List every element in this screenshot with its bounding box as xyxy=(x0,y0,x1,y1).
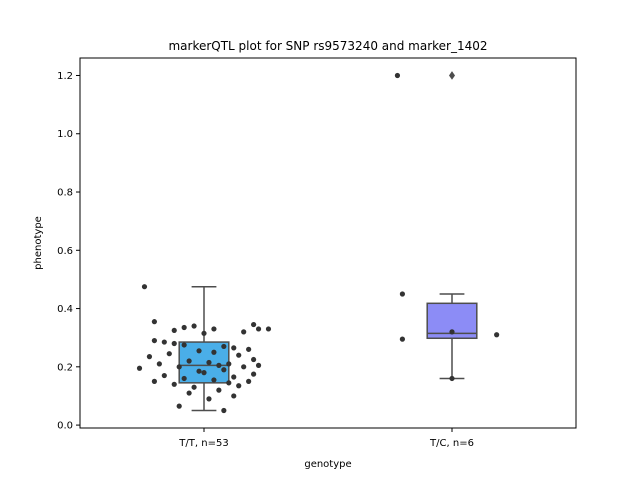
y-axis: 0.0 0.2 0.4 0.6 0.8 1.0 1.2 xyxy=(57,71,80,432)
x-tick-label: T/T, n=53 xyxy=(178,438,228,449)
data-point xyxy=(206,359,212,366)
y-tick-label: 1.0 xyxy=(57,129,73,140)
data-point xyxy=(231,393,237,399)
box xyxy=(426,302,478,340)
data-point xyxy=(201,370,207,376)
data-point xyxy=(394,72,401,79)
data-point xyxy=(241,329,247,335)
chart-marks xyxy=(136,71,500,414)
data-point xyxy=(196,348,202,354)
data-point xyxy=(151,319,157,325)
data-point xyxy=(251,371,257,377)
data-point xyxy=(171,381,177,387)
x-axis-label: genotype xyxy=(304,459,351,470)
data-point xyxy=(186,358,192,364)
data-point xyxy=(231,345,237,351)
data-point xyxy=(221,343,227,350)
box xyxy=(178,341,230,384)
data-point xyxy=(265,326,272,332)
box-group xyxy=(426,71,478,380)
data-point xyxy=(449,375,455,382)
data-point xyxy=(494,332,500,338)
data-point xyxy=(181,324,187,331)
data-point xyxy=(176,364,182,370)
y-tick-label: 0.6 xyxy=(57,246,73,257)
data-point xyxy=(236,352,242,358)
data-point xyxy=(449,329,455,335)
data-point xyxy=(211,349,217,355)
data-point xyxy=(221,407,227,414)
data-point xyxy=(151,337,157,344)
y-tick-label: 0.8 xyxy=(57,188,73,199)
data-point xyxy=(255,362,262,368)
point-group xyxy=(394,72,500,382)
data-point xyxy=(171,340,177,347)
data-point xyxy=(216,387,222,393)
data-point xyxy=(211,377,217,383)
data-point xyxy=(161,372,167,379)
y-tick-label: 0.4 xyxy=(57,304,73,315)
data-point xyxy=(255,326,262,332)
chart-title: markerQTL plot for SNP rs9573240 and mar… xyxy=(168,39,487,53)
data-point xyxy=(136,365,143,371)
data-point xyxy=(196,368,202,374)
data-point xyxy=(181,375,187,382)
data-point xyxy=(211,326,217,332)
data-point xyxy=(161,339,167,345)
data-point xyxy=(246,378,252,384)
plot-frame xyxy=(79,57,577,429)
data-point xyxy=(146,354,153,360)
outlier-marker xyxy=(448,71,456,80)
data-point xyxy=(166,351,172,357)
data-point xyxy=(231,374,237,380)
data-point xyxy=(251,356,257,363)
data-point xyxy=(246,346,252,352)
data-point xyxy=(251,321,257,328)
data-point xyxy=(156,361,162,367)
y-tick-label: 0.2 xyxy=(57,362,73,373)
y-tick-label: 0.0 xyxy=(57,421,73,432)
y-tick-label: 1.2 xyxy=(57,71,73,82)
data-point xyxy=(206,396,212,402)
data-point xyxy=(181,342,187,348)
data-point xyxy=(176,403,182,409)
y-axis-label: phenotype xyxy=(33,216,44,270)
data-point xyxy=(241,364,247,370)
data-point xyxy=(226,380,232,386)
data-point xyxy=(186,390,192,396)
data-point xyxy=(141,284,148,290)
data-point xyxy=(399,291,405,297)
point-group xyxy=(136,284,272,414)
data-point xyxy=(236,383,242,389)
data-point xyxy=(399,336,405,342)
data-point xyxy=(191,384,197,390)
x-axis: T/T, n=53 T/C, n=6 xyxy=(178,428,474,449)
data-point xyxy=(226,361,232,367)
x-tick-label: T/C, n=6 xyxy=(429,438,474,449)
data-point xyxy=(201,330,207,336)
data-point xyxy=(171,327,177,334)
data-point xyxy=(221,367,227,373)
data-point xyxy=(151,378,157,384)
data-point xyxy=(191,323,197,329)
data-point xyxy=(216,362,222,368)
